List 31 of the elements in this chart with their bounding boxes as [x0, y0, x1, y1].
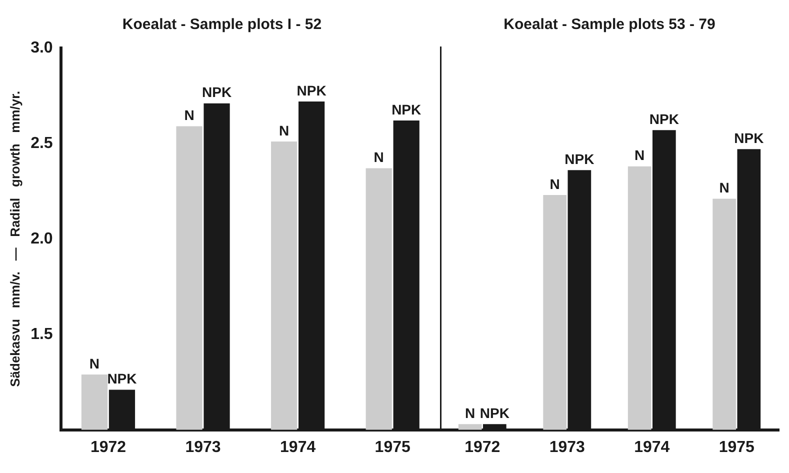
- text: NPK: [734, 130, 764, 146]
- chart-title: Koealat - Sample plots 53 - 79: [504, 16, 716, 34]
- y-tick-label: 2.5: [30, 134, 53, 152]
- x-tick-label: 1973: [185, 438, 221, 456]
- text: NPK: [202, 84, 232, 100]
- x-tick-label: 1973: [549, 438, 586, 456]
- text: NPK: [392, 101, 422, 118]
- x-tick-label: 1974: [280, 438, 316, 456]
- text: N: [184, 107, 194, 124]
- series-label: NPK: [564, 151, 594, 168]
- x-tick-label: 1975: [718, 438, 755, 456]
- x-tick-label: 1974: [634, 438, 670, 456]
- series-label: N: [719, 180, 730, 196]
- x-tick-label: 1972: [90, 438, 126, 456]
- text: NPK: [107, 370, 137, 387]
- series-label: N: [89, 355, 100, 372]
- text: N: [374, 149, 384, 166]
- x-tick-label: 1975: [374, 438, 411, 456]
- text: NPK: [649, 110, 679, 127]
- y-tick-label: 1.5: [30, 326, 53, 343]
- x-tick-label: 1972: [464, 438, 500, 456]
- text: N: [279, 122, 290, 138]
- text: N: [550, 176, 560, 192]
- y-axis-title: Sädekasvu mm/v. — Radial growth mm/yr.: [7, 90, 22, 387]
- text: N: [465, 404, 476, 421]
- chart-title: Koealat - Sample plots I - 52: [122, 16, 322, 34]
- y-tick-label: 3.0: [30, 39, 53, 56]
- series-label: NPK: [296, 82, 326, 98]
- text: NPK: [480, 404, 510, 421]
- y-tick-label: 2.0: [30, 230, 53, 248]
- text: N: [634, 147, 645, 164]
